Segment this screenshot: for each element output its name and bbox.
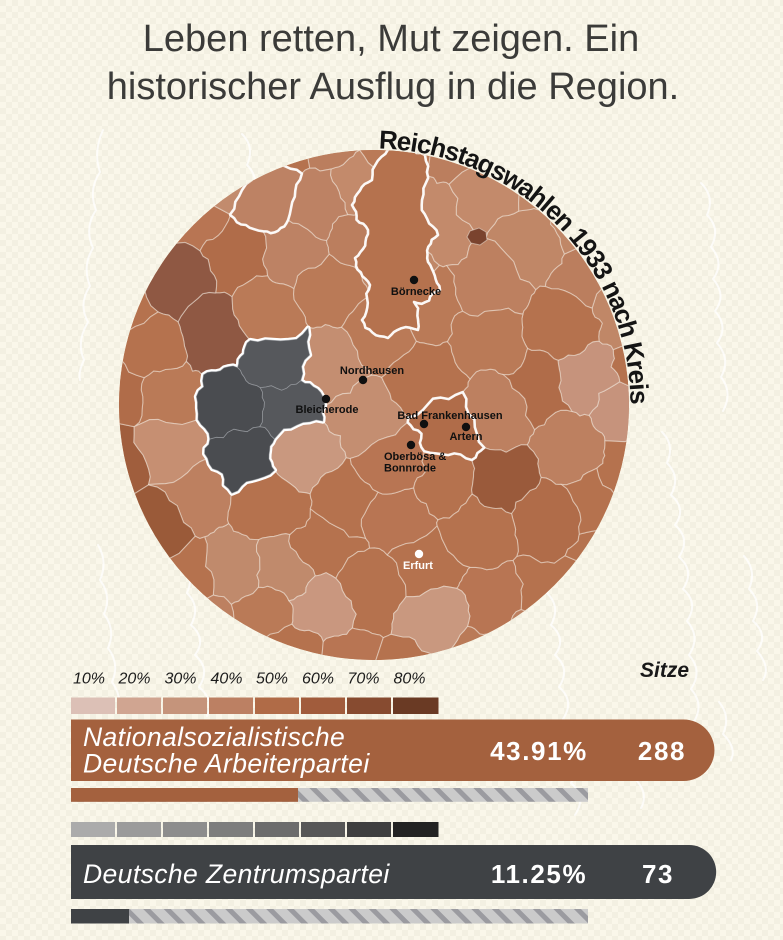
svg-text:Bleicherode: Bleicherode [296, 404, 359, 416]
svg-text:i: i [409, 127, 421, 158]
svg-text:Leben retten, Mut zeigen. Ein: Leben retten, Mut zeigen. Ein [143, 18, 639, 60]
svg-text:60%: 60% [302, 671, 334, 688]
svg-text:73: 73 [642, 859, 674, 889]
svg-text:historischer Ausflug in die Re: historischer Ausflug in die Region. [107, 66, 679, 108]
svg-text:Erfurt: Erfurt [403, 560, 433, 572]
svg-text:c: c [415, 128, 435, 160]
svg-text:Bonnrode: Bonnrode [384, 463, 436, 475]
svg-text:20%: 20% [117, 671, 150, 688]
svg-text:Nationalsozialistische: Nationalsozialistische [83, 722, 345, 752]
svg-text:Bad Frankenhausen: Bad Frankenhausen [397, 410, 502, 422]
svg-text:h: h [427, 131, 450, 164]
svg-text:r: r [621, 358, 652, 372]
svg-text:80%: 80% [393, 671, 425, 688]
svg-text:288: 288 [638, 736, 686, 766]
svg-text:Sitze: Sitze [640, 659, 689, 682]
svg-text:50%: 50% [256, 671, 288, 688]
svg-text:Nordhausen: Nordhausen [340, 365, 404, 377]
svg-text:30%: 30% [164, 671, 196, 688]
svg-text:Oberbösa &: Oberbösa & [384, 451, 446, 463]
svg-text:i: i [624, 382, 654, 391]
svg-text:s: s [624, 390, 654, 405]
svg-text:e: e [395, 126, 413, 157]
svg-text:Artern: Artern [449, 431, 482, 443]
svg-text:70%: 70% [347, 671, 379, 688]
svg-text:R: R [378, 124, 399, 155]
svg-text:Börnecke: Börnecke [391, 286, 441, 298]
svg-text:40%: 40% [210, 671, 242, 688]
svg-text:Deutsche Zentrumspartei: Deutsche Zentrumspartei [83, 859, 390, 889]
svg-text:11.25%: 11.25% [491, 859, 587, 889]
svg-text:43.91%: 43.91% [490, 736, 588, 766]
svg-text:e: e [622, 368, 653, 386]
svg-text:10%: 10% [73, 671, 105, 688]
svg-text:Deutsche Arbeiterpartei: Deutsche Arbeiterpartei [83, 749, 370, 779]
